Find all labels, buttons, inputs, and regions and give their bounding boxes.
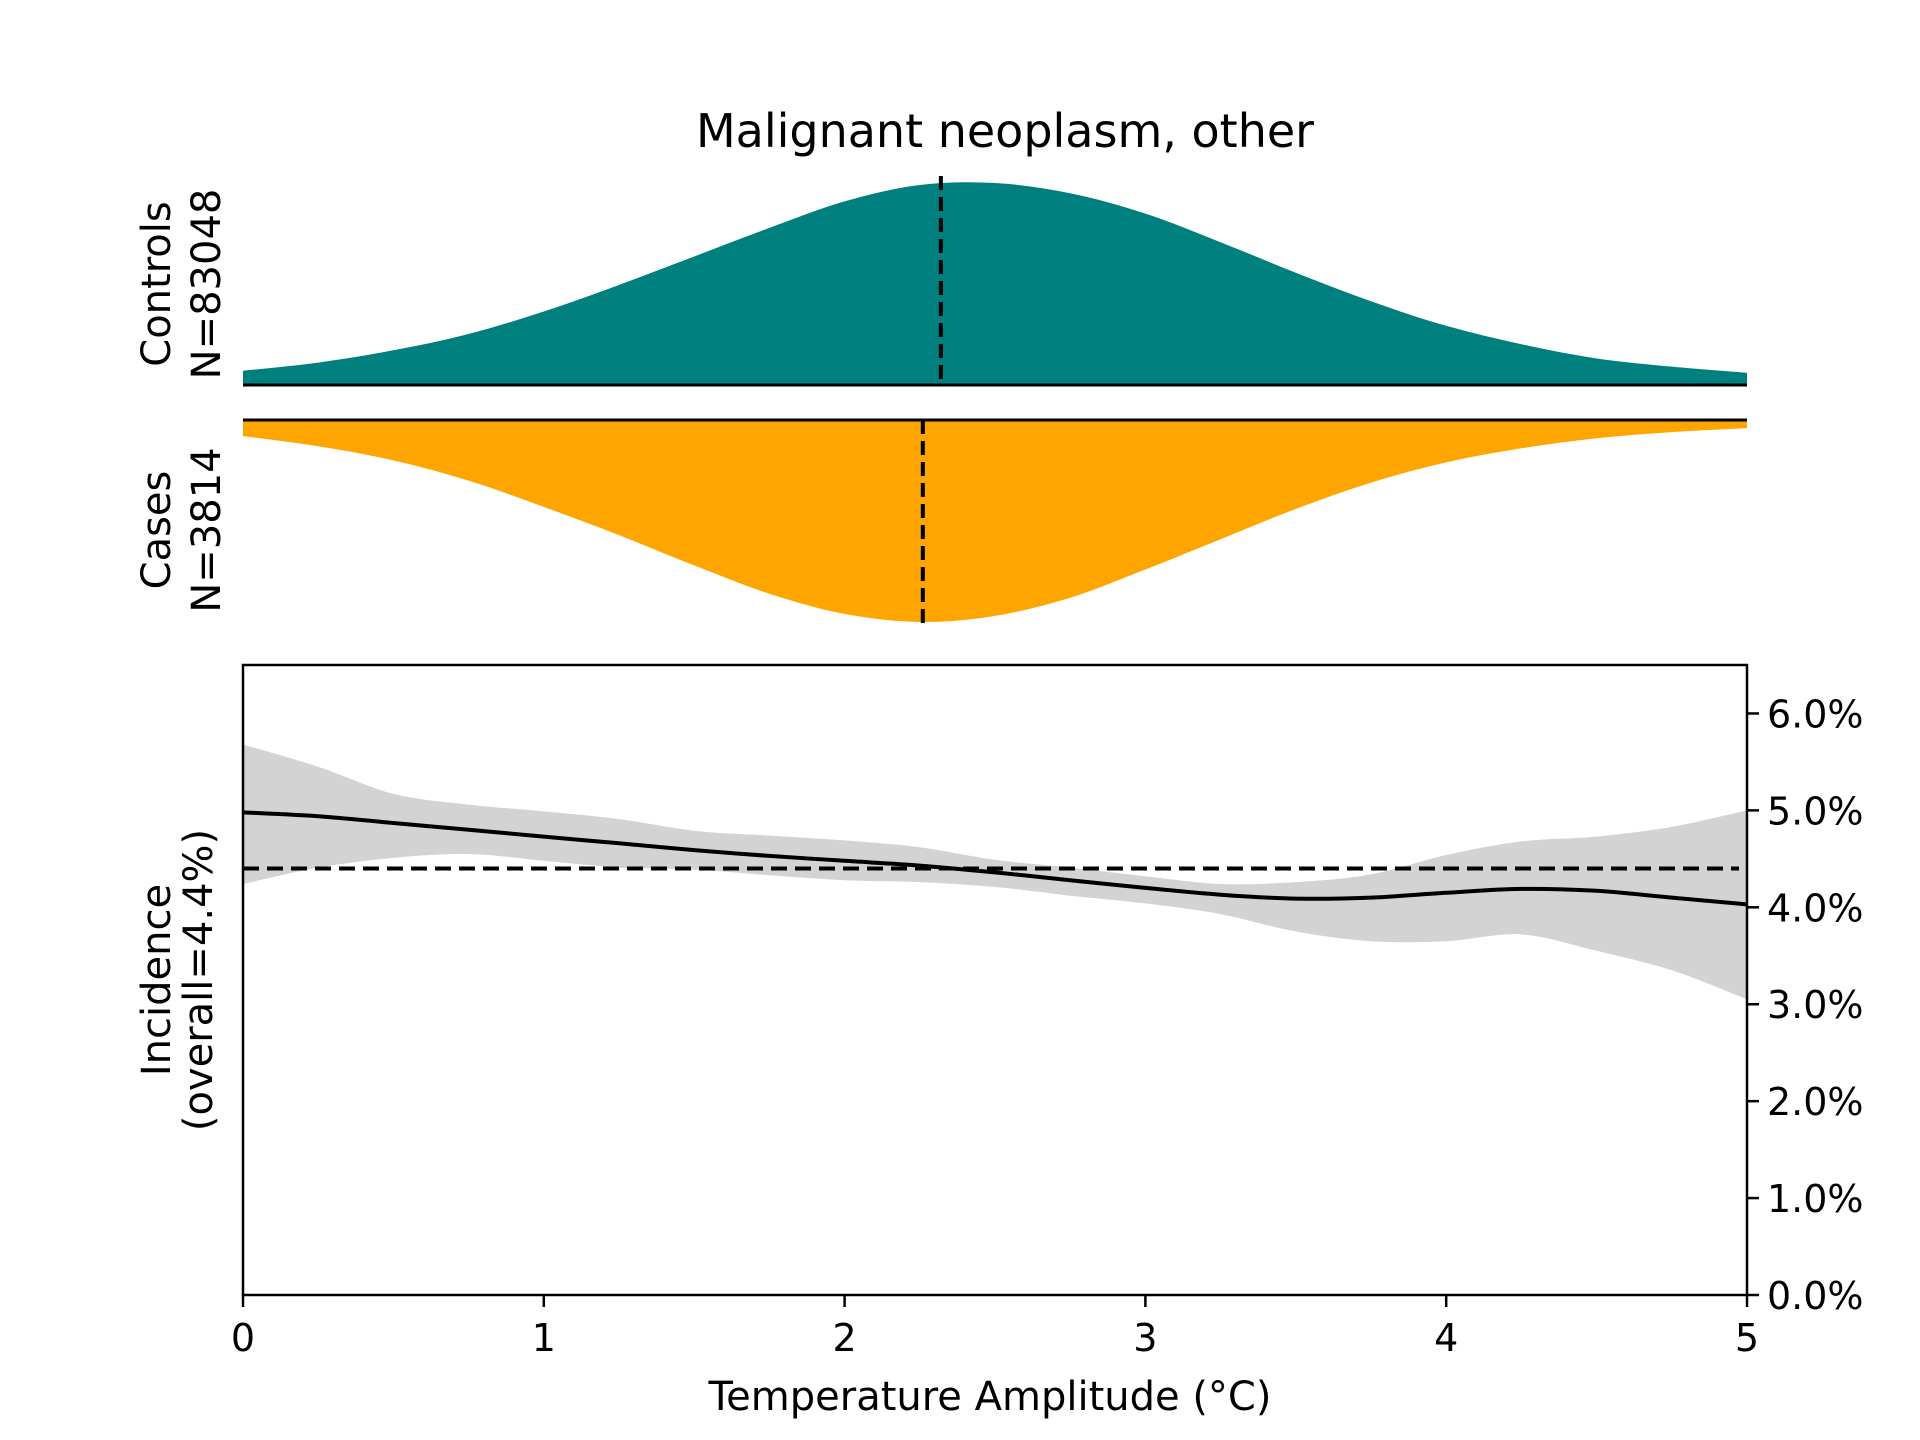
- x-tick-label: 3: [1133, 1316, 1157, 1360]
- y-tick-label: 5.0%: [1767, 789, 1864, 833]
- x-tick-label: 5: [1735, 1316, 1759, 1360]
- y-tick-label: 3.0%: [1767, 983, 1864, 1027]
- controls-label: Controls: [134, 201, 180, 366]
- y-tick-label: 1.0%: [1767, 1177, 1864, 1221]
- y-tick-label: 2.0%: [1767, 1080, 1864, 1124]
- y-tick-label: 0.0%: [1767, 1274, 1864, 1318]
- chart-title: Malignant neoplasm, other: [696, 104, 1314, 158]
- y-tick-label: 4.0%: [1767, 886, 1864, 930]
- cases-n-label: N=3814: [184, 447, 230, 612]
- x-tick-label: 2: [833, 1316, 857, 1360]
- cases-label: Cases: [134, 471, 180, 590]
- y-axis-ticks: 0.0% 1.0% 2.0% 3.0% 4.0% 5.0% 6.0%: [1747, 692, 1864, 1318]
- x-tick-label: 4: [1434, 1316, 1458, 1360]
- cases-density-area: [243, 420, 1747, 623]
- incidence-line: [242, 810, 1748, 907]
- controls-panel: Controls N=83048: [134, 176, 1747, 387]
- controls-density-area: [243, 182, 1747, 385]
- y-axis-label-line2: (overall=4.4%): [176, 829, 222, 1131]
- incidence-panel: 0 1 2 3 4 5 0.0% 1.0% 2.0% 3.0% 4.0% 5.0% 6.0% Temp…: [134, 663, 1864, 1420]
- incidence-axes-frame: [241, 663, 1749, 1297]
- x-tick-label: 1: [532, 1316, 556, 1360]
- x-axis-label: Temperature Amplitude (°C): [708, 1374, 1272, 1420]
- y-tick-label: 6.0%: [1767, 692, 1864, 736]
- controls-n-label: N=83048: [184, 189, 230, 380]
- y-axis-label-line1: Incidence: [134, 884, 180, 1076]
- x-axis-ticks: 0 1 2 3 4 5: [231, 1295, 1759, 1360]
- cases-panel: Cases N=3814: [134, 418, 1747, 628]
- x-tick-label: 0: [231, 1316, 255, 1360]
